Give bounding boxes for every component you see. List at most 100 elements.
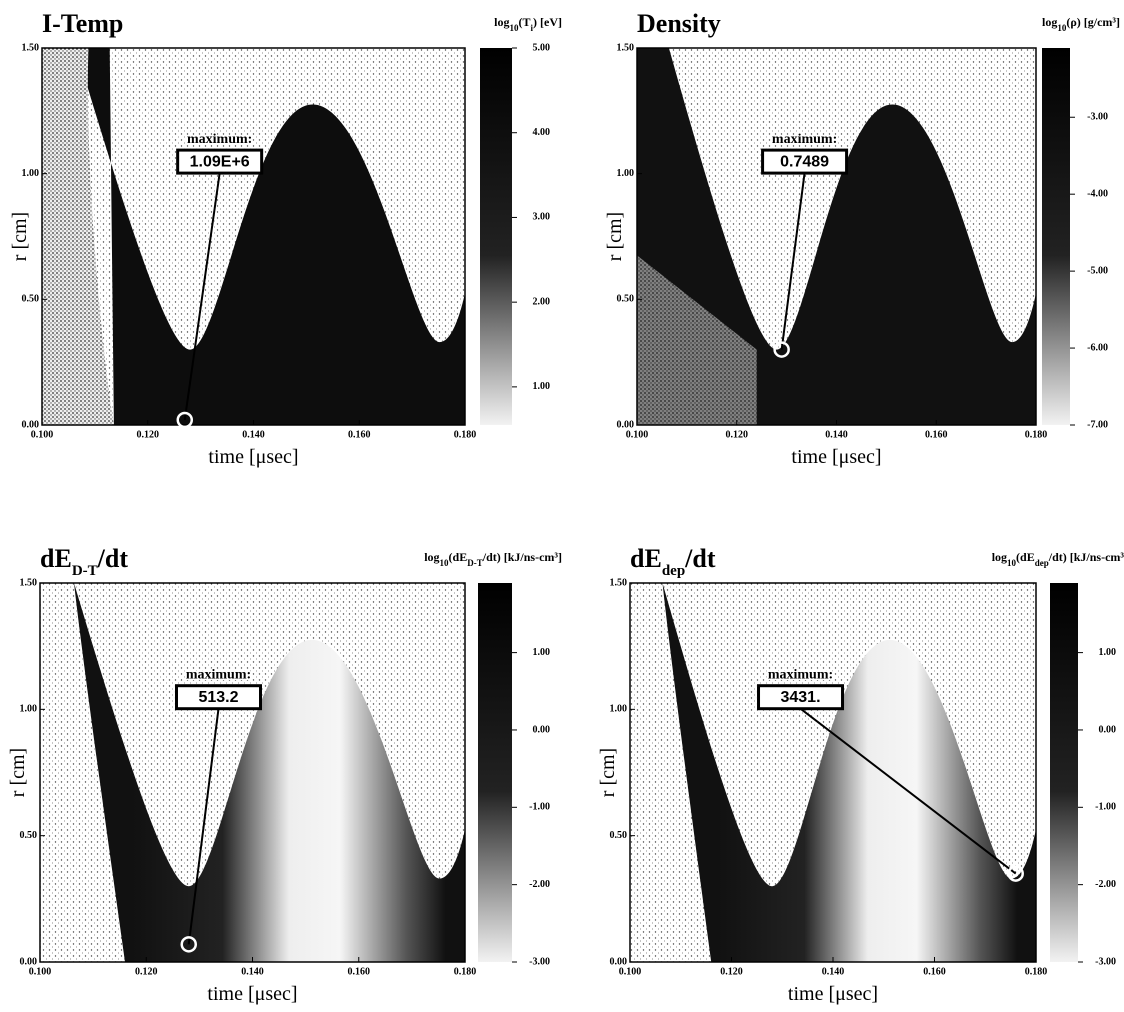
panel: 0.100 0.120 0.140 0.160 0.180 0.00 0.50 1.00 1.5…	[9, 9, 562, 468]
colorbar-tick-label: -5.00	[1087, 265, 1108, 276]
x-tick-label: 0.160	[348, 966, 371, 977]
colorbar-tick-label: 1.00	[1099, 647, 1117, 658]
colorbar	[1042, 48, 1070, 425]
x-tick-label: 0.160	[348, 429, 371, 440]
leader-line	[780, 172, 806, 350]
colorbar	[480, 48, 512, 425]
x-tick-label: 0.100	[29, 966, 52, 977]
colorbar-tick-label: -2.00	[1095, 879, 1116, 890]
x-tick-label: 0.180	[1025, 429, 1048, 440]
field-dark	[637, 48, 1036, 425]
y-tick-label: 1.00	[22, 168, 40, 179]
max-point	[180, 936, 197, 953]
y-tick-label: 0.50	[610, 830, 628, 841]
y-tick-label: 0.50	[20, 830, 38, 841]
colorbar-label-part: 10	[1057, 23, 1067, 33]
x-tick-label: 0.140	[242, 429, 265, 440]
max-value: 0.7489	[780, 153, 829, 170]
panel-title-part: dep	[662, 563, 685, 579]
colorbar-tick-label: -6.00	[1087, 342, 1108, 353]
panel-title-part: dE	[630, 544, 662, 573]
x-tick-label: 0.180	[454, 429, 477, 440]
colorbar-label: log10(Ti) [eV]	[494, 15, 562, 33]
colorbar-label-part: 10	[510, 23, 520, 33]
colorbar-label: log10(ρ) [g/cm³]	[1042, 15, 1120, 33]
colorbar-label-part: D-T	[467, 558, 483, 568]
colorbar-label-part: (dE	[449, 550, 468, 564]
y-tick-label: 1.50	[617, 42, 635, 53]
colorbar-label-part: ) [eV]	[533, 15, 562, 29]
y-tick-label: 1.50	[20, 577, 38, 588]
y-tick-label: 1.50	[610, 577, 628, 588]
annotation: maximum:	[768, 668, 833, 683]
y-axis-label: r [cm]	[597, 748, 619, 797]
y-tick-label: 0.00	[20, 956, 38, 967]
x-tick-label: 0.120	[720, 966, 743, 977]
panel-title-part: /dt	[684, 544, 716, 573]
x-tick-label: 0.120	[726, 429, 749, 440]
x-tick-label: 0.140	[822, 966, 845, 977]
y-tick-label: 0.00	[22, 419, 40, 430]
panel: 0.100 0.120 0.140 0.160 0.180 0.00 0.50 1.00 1.5…	[7, 544, 562, 1005]
field-dark	[75, 48, 466, 425]
colorbar-label: log10(dEdep/dt) [kJ/ns-cm³]	[992, 550, 1124, 568]
colorbar-tick-label: 1.00	[533, 647, 551, 658]
field-left	[42, 48, 114, 425]
panel-title: I-Temp	[42, 9, 123, 38]
colorbar-tick-label: -7.00	[1087, 419, 1108, 430]
y-tick-label: 1.00	[610, 704, 628, 715]
colorbar-tick-label: -1.00	[1095, 802, 1116, 813]
y-tick-label: 0.50	[617, 294, 635, 305]
colorbar-label-part: log	[1042, 15, 1057, 29]
value-box	[761, 148, 849, 175]
colorbar-label-part: /dt) [kJ/ns-cm³]	[1048, 550, 1124, 564]
panel: 0.100 0.120 0.140 0.160 0.180 0.00 0.50 1.00 1.5…	[604, 9, 1120, 468]
colorbar-label-part: i	[531, 23, 534, 33]
leader-line	[183, 172, 221, 421]
y-axis-label: r [cm]	[7, 748, 29, 797]
panel-title-part: /dt	[97, 544, 129, 573]
x-tick-label: 0.160	[923, 966, 946, 977]
leader-line	[187, 708, 220, 945]
colorbar-tick-label: -1.00	[529, 802, 550, 813]
value-box	[175, 684, 262, 711]
x-tick-label: 0.100	[619, 966, 642, 977]
colorbar-tick-label: -3.00	[1095, 956, 1116, 967]
leader-line	[799, 707, 1017, 875]
y-axis-label: r [cm]	[9, 212, 31, 261]
x-axis-label: time [μsec]	[207, 983, 297, 1005]
colorbar-tick-label: 3.00	[533, 212, 551, 223]
x-axis-label: time [μsec]	[788, 983, 878, 1005]
colorbar-tick-label: 1.00	[533, 381, 551, 392]
y-tick-label: 1.50	[22, 42, 40, 53]
x-tick-label: 0.180	[454, 966, 477, 977]
max-point	[176, 411, 194, 429]
colorbar-tick-label: 4.00	[533, 127, 551, 138]
colorbar-tick-label: -4.00	[1087, 188, 1108, 199]
colorbar-label-part: dep	[1035, 558, 1049, 568]
field-dark	[662, 583, 1036, 962]
colorbar-tick-label: -3.00	[1087, 112, 1108, 123]
panel-title-part: Density	[637, 9, 721, 38]
annotation: maximum:	[187, 132, 252, 147]
colorbar-label-part: log	[494, 15, 509, 29]
max-value: 513.2	[198, 689, 238, 706]
x-tick-label: 0.140	[825, 429, 848, 440]
colorbar	[478, 583, 512, 962]
colorbar-label-part: 10	[1007, 558, 1017, 568]
colorbar-label-part: /dt) [kJ/ns-cm³]	[482, 550, 562, 564]
colorbar-label-part: log	[424, 550, 439, 564]
colorbar-label-part: (ρ) [g/cm³]	[1066, 15, 1120, 29]
colorbar-tick-label: -3.00	[529, 956, 550, 967]
colorbar-tick-label: 2.00	[533, 296, 551, 307]
colorbar-tick-label: 5.00	[533, 42, 551, 53]
max-value: 3431.	[780, 689, 820, 706]
panel-title: dEdep/dt	[630, 544, 716, 579]
panel-title-part: I-Temp	[42, 9, 123, 38]
x-axis-label: time [μsec]	[208, 446, 298, 468]
x-tick-label: 0.120	[137, 429, 160, 440]
colorbar-label-part: (T	[519, 15, 531, 29]
x-tick-label: 0.100	[31, 429, 54, 440]
colorbar-label-part: 10	[440, 558, 450, 568]
colorbar-tick-label: 0.00	[1099, 724, 1117, 735]
